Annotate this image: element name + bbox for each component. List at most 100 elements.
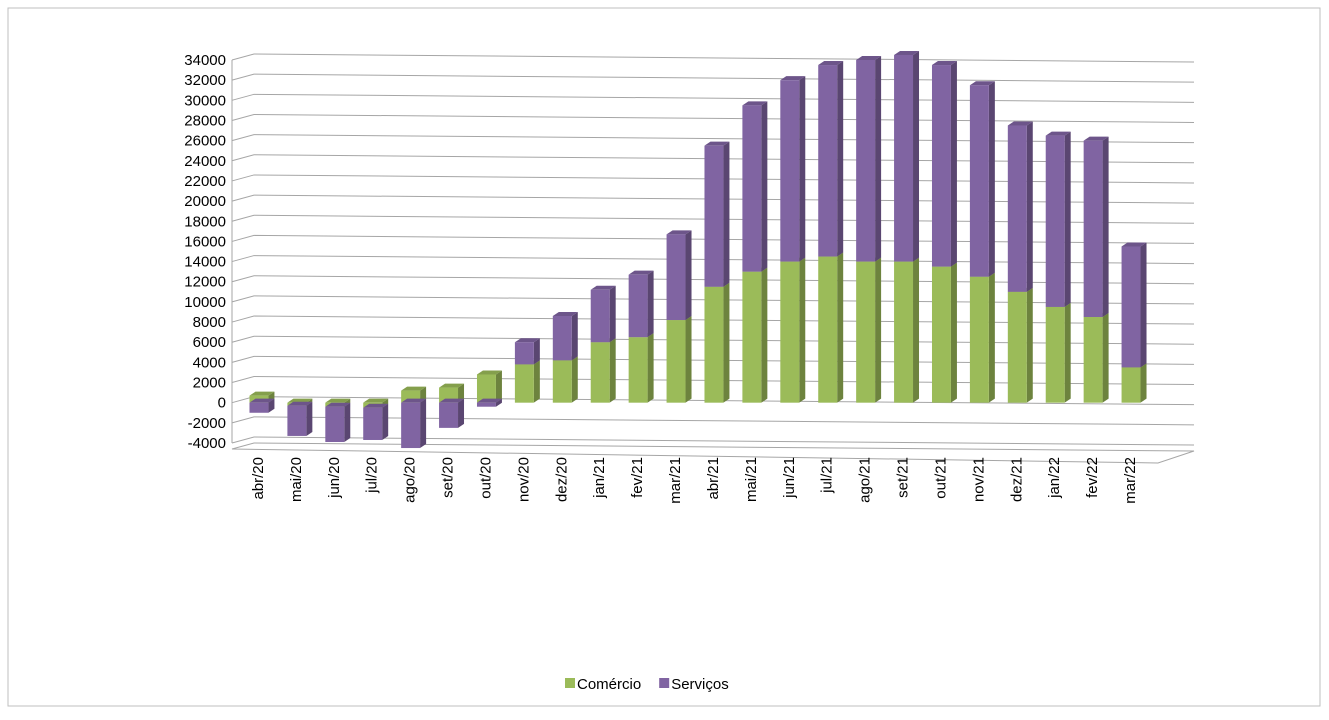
bar-front xyxy=(818,256,838,403)
bar-front xyxy=(894,261,914,403)
bar-segment xyxy=(704,282,730,403)
x-tick-label: fev/21 xyxy=(629,457,646,498)
bar-segment xyxy=(1045,302,1071,403)
bar-side xyxy=(458,383,465,403)
bar-side xyxy=(950,262,957,403)
bar-side xyxy=(1140,363,1147,403)
bar-front xyxy=(742,271,762,403)
bar-top xyxy=(1007,121,1033,126)
bar-top xyxy=(249,398,275,403)
bar-front xyxy=(476,374,496,403)
bar-front xyxy=(1007,291,1027,403)
bar-segment xyxy=(780,76,806,262)
bar-segment xyxy=(363,403,389,440)
bar-top xyxy=(514,338,540,343)
bar-side xyxy=(837,252,844,403)
bar-segment xyxy=(742,267,768,403)
bar-side xyxy=(1026,121,1033,292)
bar-front xyxy=(666,320,686,403)
bar-front xyxy=(704,145,724,287)
x-tick-label: jul/20 xyxy=(364,457,381,494)
bar-side xyxy=(913,50,920,262)
bar-top xyxy=(287,398,313,403)
bar-side xyxy=(685,316,692,403)
bar-side xyxy=(913,257,920,403)
bar-segment xyxy=(818,61,844,257)
floor xyxy=(231,442,1195,464)
bar-side xyxy=(799,257,806,403)
bar-front xyxy=(931,266,951,403)
bar-side xyxy=(950,61,957,267)
bar-segment xyxy=(969,81,995,277)
y-tick-label: 0 xyxy=(218,395,226,412)
y-tick-label: 32000 xyxy=(184,72,226,89)
y-tick-label: 24000 xyxy=(184,153,226,170)
bar-segment xyxy=(1045,131,1071,307)
bar-top xyxy=(704,141,730,146)
bar-top xyxy=(1083,136,1109,141)
y-tick-label: 16000 xyxy=(184,233,226,250)
bar-side xyxy=(875,257,882,403)
bar-side xyxy=(685,230,692,321)
bar-side xyxy=(1102,313,1109,403)
bar-front xyxy=(856,261,876,403)
bar-top xyxy=(1045,131,1071,136)
bar-segment xyxy=(439,398,465,428)
legend-swatch xyxy=(659,678,670,688)
legend-label: Serviços xyxy=(671,676,729,693)
bar-segment xyxy=(590,285,616,343)
bar-top xyxy=(287,401,313,406)
bar-front xyxy=(590,289,610,343)
bar-front xyxy=(1121,367,1141,403)
bar-front xyxy=(666,234,686,321)
bar-side xyxy=(609,285,616,343)
bar-segment xyxy=(514,360,540,403)
bar-side xyxy=(647,333,654,403)
x-tick-label: set/21 xyxy=(895,457,912,498)
bar-front xyxy=(969,276,989,403)
bar-side xyxy=(723,282,730,403)
bar-side xyxy=(533,360,540,403)
bar-top xyxy=(439,383,465,388)
bar-segment xyxy=(287,401,313,436)
bar-segment xyxy=(1083,136,1109,318)
bar-segment xyxy=(476,370,502,403)
bar-top xyxy=(818,61,844,66)
bar-segment xyxy=(742,101,768,272)
y-tick-label: 2000 xyxy=(193,375,226,392)
bar-side xyxy=(837,61,844,257)
bar-top xyxy=(628,270,654,275)
bar-side xyxy=(1140,242,1147,368)
bar-side xyxy=(1064,131,1071,307)
x-tick-label: nov/20 xyxy=(515,457,532,502)
bar-top xyxy=(401,386,427,391)
bar-front xyxy=(1007,125,1027,292)
bar-front xyxy=(628,337,648,403)
bar-side xyxy=(1064,302,1071,403)
y-tick-label: 6000 xyxy=(193,334,226,351)
bar-segment xyxy=(931,262,957,403)
bar-front xyxy=(931,65,951,267)
bar-segment xyxy=(818,252,844,403)
bar-side xyxy=(723,141,730,287)
bar-front xyxy=(1045,135,1065,307)
bar-front xyxy=(287,405,307,436)
y-tick-label: 18000 xyxy=(184,213,226,230)
y-tick-label: 34000 xyxy=(184,52,226,69)
bar-top xyxy=(325,402,351,407)
bar-front xyxy=(1045,306,1065,403)
grid-line xyxy=(231,436,1195,446)
bar-top xyxy=(742,101,768,106)
x-tick-label: jan/21 xyxy=(591,457,608,499)
bar-front xyxy=(818,65,838,257)
bar-side xyxy=(1026,287,1033,403)
bar-top xyxy=(476,398,502,403)
bar-front xyxy=(552,316,572,361)
x-tick-label: abr/20 xyxy=(250,457,267,500)
bar-segment xyxy=(628,333,654,403)
bar-side xyxy=(306,401,313,436)
y-tick-label: 14000 xyxy=(184,254,226,271)
x-tick-label: set/20 xyxy=(440,457,457,498)
bar-side xyxy=(533,338,540,365)
